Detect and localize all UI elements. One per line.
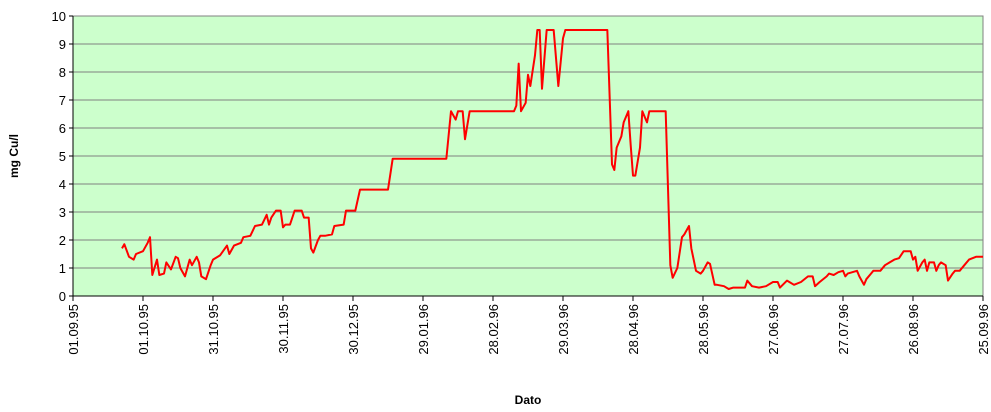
y-tick-label: 1 (59, 261, 66, 276)
y-tick-label: 10 (52, 9, 66, 24)
x-tick-label: 27.07.96 (836, 304, 851, 355)
x-tick-label: 30.11.95 (276, 304, 291, 354)
y-tick-label: 2 (59, 233, 66, 248)
x-tick-label: 28.04.96 (626, 304, 641, 355)
x-tick-label: 29.01.96 (416, 304, 431, 355)
x-tick-label: 26.08.96 (906, 304, 921, 355)
x-tick-label: 29.03.96 (556, 304, 571, 355)
y-axis-label: mg Cu/l (7, 134, 21, 178)
grid: 0 1 2 3 4 5 6 7 8 9 10 01.09.95 01.10.95 31.10.95 30.1… (52, 9, 991, 355)
y-tick-label: 0 (59, 289, 66, 304)
x-tick-label: 28.05.96 (696, 304, 711, 355)
x-tick-label: 25.09.96 (976, 304, 991, 355)
y-tick-label: 6 (59, 121, 66, 136)
x-tick-label: 01.10.95 (136, 304, 151, 355)
marks (121, 29, 983, 290)
data-line (121, 29, 983, 290)
y-tick-label: 3 (59, 205, 66, 220)
y-tick-label: 8 (59, 65, 66, 80)
y-tick-label: 9 (59, 37, 66, 52)
y-tick-label: 4 (59, 177, 66, 192)
x-axis-label: Dato (515, 393, 542, 407)
y-tick-label: 5 (59, 149, 66, 164)
x-tick-label: 30.12.95 (346, 304, 361, 355)
x-tick-label: 28.02.96 (486, 304, 501, 355)
x-tick-label: 27.06.96 (766, 304, 781, 355)
x-tick-label: 01.09.95 (66, 304, 81, 355)
y-tick-label: 7 (59, 93, 66, 108)
x-tick-label: 31.10.95 (206, 304, 221, 355)
